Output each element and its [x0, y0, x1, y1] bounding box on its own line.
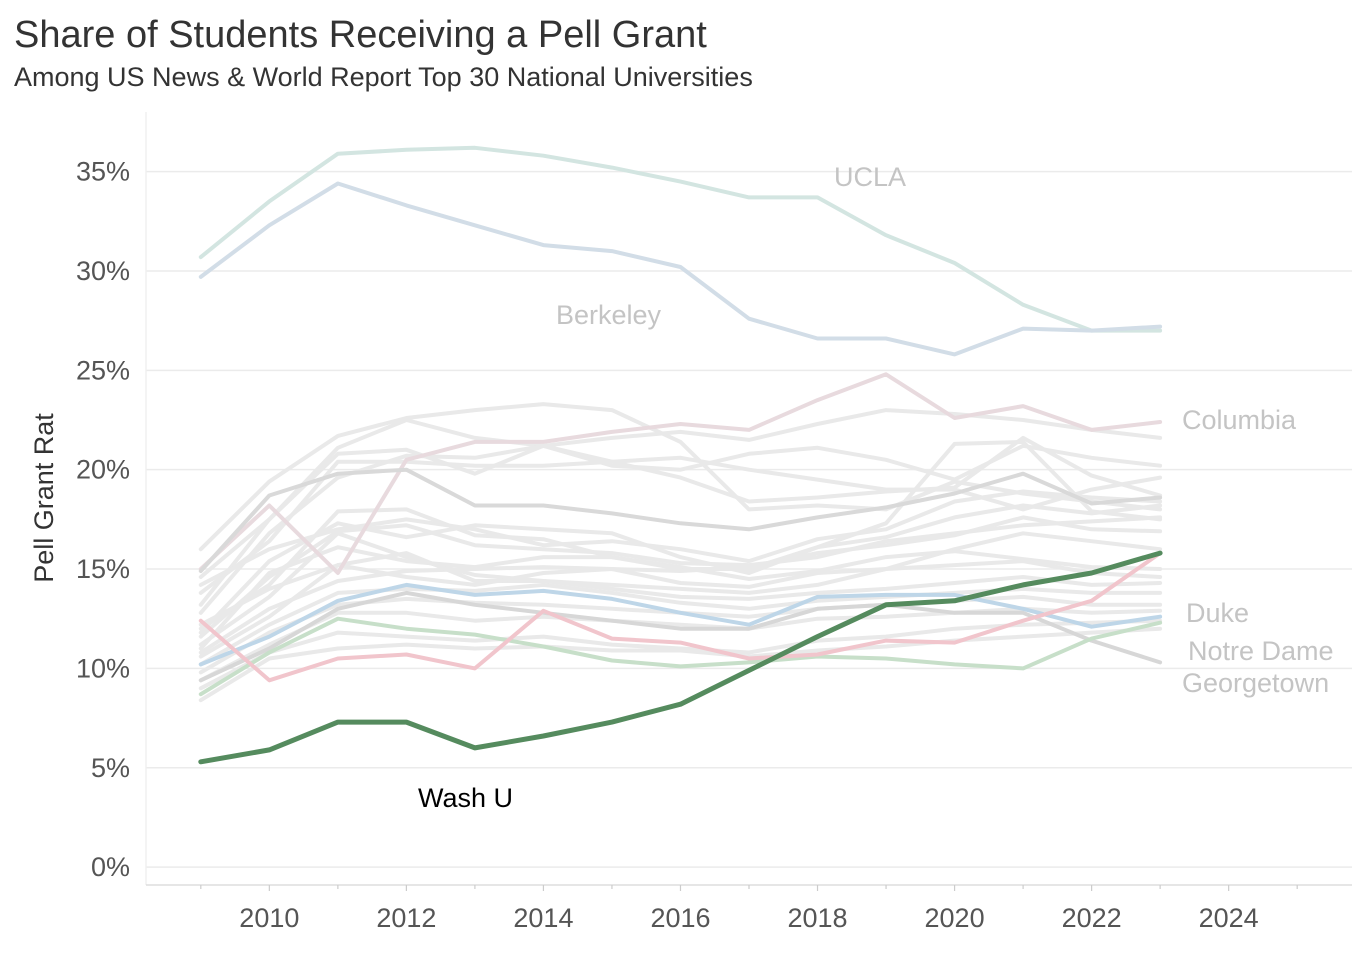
background-series-line — [198, 489, 1163, 587]
x-tick-label: 2018 — [787, 903, 847, 933]
series-label-berkeley: Berkeley — [556, 300, 662, 330]
annotations: UCLA Berkeley Columbia Duke Notre DameGeorge… — [418, 162, 1334, 813]
x-tick-label: 2012 — [376, 903, 436, 933]
background-series-line — [198, 618, 1163, 691]
x-tick-label: 2016 — [650, 903, 710, 933]
series-line-georgetown — [198, 590, 1163, 683]
background-series-line — [198, 626, 1163, 703]
background-series-line — [198, 515, 1163, 639]
x-tick-label: 2024 — [1199, 903, 1259, 933]
series-line-duke — [198, 582, 1163, 667]
background-series-line — [198, 606, 1163, 683]
series-line-ucla — [198, 145, 1163, 333]
x-tick-label: 2014 — [513, 903, 573, 933]
series-label-ucla: UCLA — [834, 162, 906, 192]
series-label-duke: Duke — [1186, 598, 1249, 628]
y-tick-label: 35% — [76, 157, 130, 187]
series-line-berkeley — [198, 181, 1163, 357]
chart-subtitle: Among US News & World Report Top 30 Nati… — [14, 62, 753, 92]
x-tick-label: 2022 — [1062, 903, 1122, 933]
y-tick-label: 15% — [76, 554, 130, 584]
y-axis-label: Pell Grant Rat — [29, 413, 59, 583]
background-series-line — [198, 408, 1163, 607]
series-line-wash-u — [198, 550, 1163, 765]
y-tick-label: 0% — [91, 852, 130, 882]
axes: 0% 5% 10% 15% 20% 25% 30% 35% 2010 2012 2014 2016 20… — [76, 112, 1352, 933]
background-series-line — [198, 551, 1163, 659]
background-series-line — [198, 455, 1163, 595]
series-line-gray — [198, 467, 1163, 573]
background-series-line — [198, 531, 1163, 647]
y-tick-label: 5% — [91, 753, 130, 783]
background-series-line — [198, 402, 1163, 552]
x-tick-label: 2010 — [239, 903, 299, 933]
background-series-line — [198, 559, 1163, 655]
y-tick-label: 30% — [76, 256, 130, 286]
y-tick-label: 25% — [76, 355, 130, 385]
series-line-notre-dame — [198, 616, 1163, 697]
series-label-columbia: Columbia — [1182, 405, 1297, 435]
background-series — [198, 402, 1163, 703]
y-tick-label: 20% — [76, 455, 130, 485]
background-series-line — [198, 545, 1163, 651]
series-label-notre-dame: Notre Dame — [1188, 636, 1334, 666]
chart-title: Share of Students Receiving a Pell Grant — [14, 14, 707, 56]
series-label-georgetown: Georgetown — [1182, 668, 1329, 698]
x-tick-label: 2020 — [925, 903, 985, 933]
highlighted-series — [198, 145, 1163, 765]
background-series-line — [198, 443, 1163, 615]
series-line-pink — [198, 551, 1163, 683]
series-line-columbia — [198, 372, 1163, 575]
series-label-wash-u: Wash U — [418, 783, 513, 813]
background-series-line — [198, 435, 1163, 579]
background-series-line — [198, 515, 1163, 627]
gridlines — [146, 170, 1352, 868]
y-tick-label: 10% — [76, 653, 130, 683]
